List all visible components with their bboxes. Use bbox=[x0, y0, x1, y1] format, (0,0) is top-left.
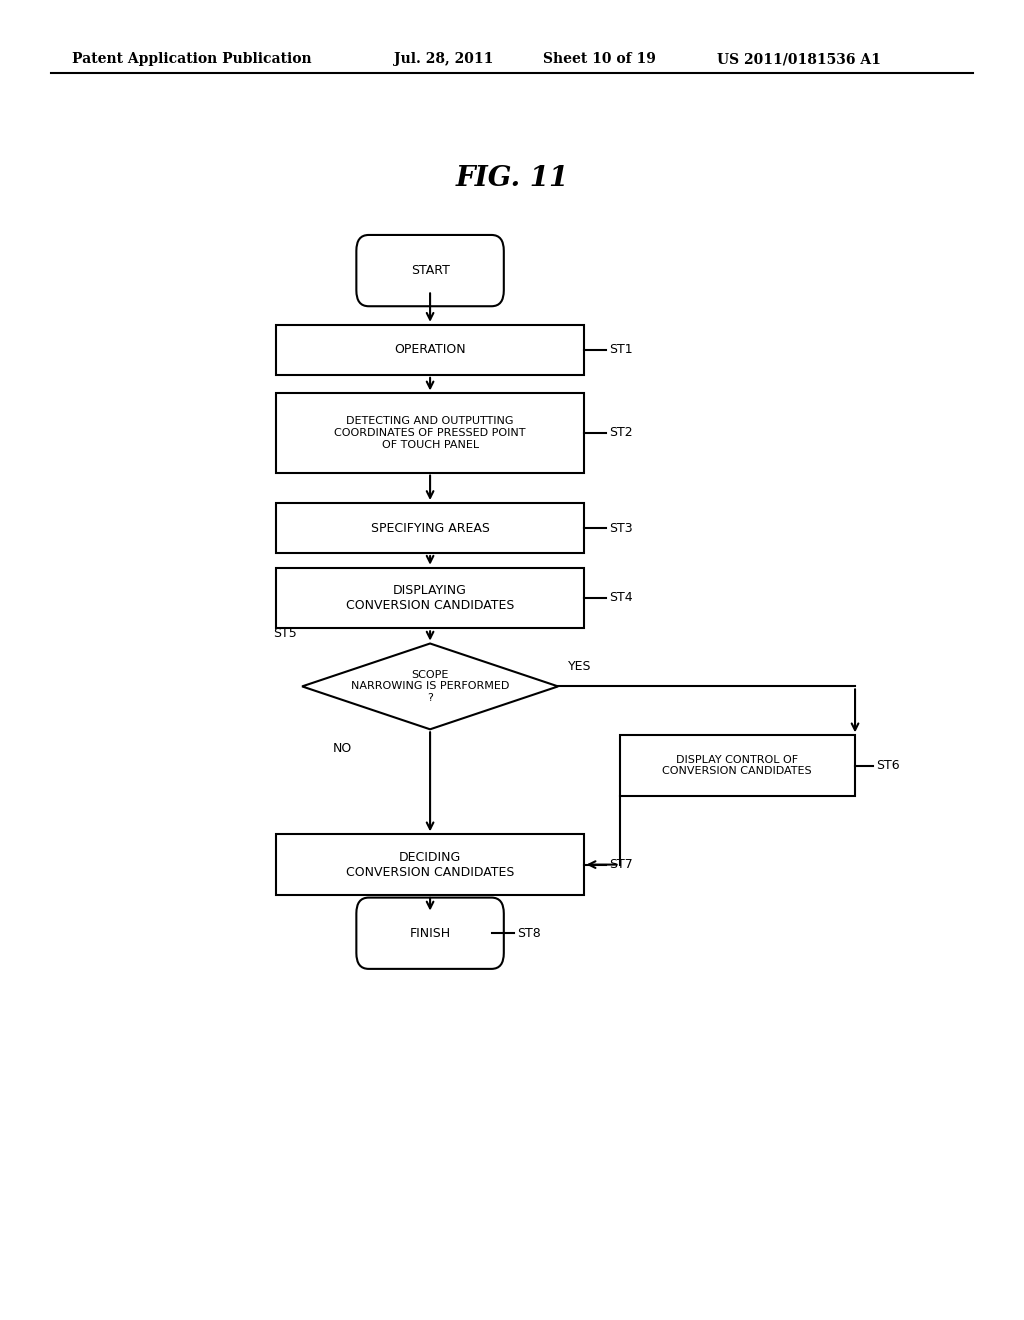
Text: ST6: ST6 bbox=[877, 759, 900, 772]
Text: US 2011/0181536 A1: US 2011/0181536 A1 bbox=[717, 53, 881, 66]
Bar bbox=[276, 325, 584, 375]
Text: SPECIFYING AREAS: SPECIFYING AREAS bbox=[371, 521, 489, 535]
FancyBboxPatch shape bbox=[356, 235, 504, 306]
Text: ST3: ST3 bbox=[609, 521, 633, 535]
Text: SCOPE
NARROWING IS PERFORMED
?: SCOPE NARROWING IS PERFORMED ? bbox=[351, 669, 509, 704]
Text: DISPLAY CONTROL OF
CONVERSION CANDIDATES: DISPLAY CONTROL OF CONVERSION CANDIDATES bbox=[663, 755, 812, 776]
Text: DETECTING AND OUTPUTTING
COORDINATES OF PRESSED POINT
OF TOUCH PANEL: DETECTING AND OUTPUTTING COORDINATES OF … bbox=[334, 416, 526, 450]
Text: START: START bbox=[411, 264, 450, 277]
Text: ST8: ST8 bbox=[517, 927, 541, 940]
Text: FIG. 11: FIG. 11 bbox=[456, 165, 568, 191]
Text: DISPLAYING
CONVERSION CANDIDATES: DISPLAYING CONVERSION CANDIDATES bbox=[346, 583, 514, 612]
Text: ST7: ST7 bbox=[609, 858, 633, 871]
Text: Jul. 28, 2011: Jul. 28, 2011 bbox=[394, 53, 494, 66]
Text: DECIDING
CONVERSION CANDIDATES: DECIDING CONVERSION CANDIDATES bbox=[346, 850, 514, 879]
Text: NO: NO bbox=[333, 742, 352, 755]
Text: Sheet 10 of 19: Sheet 10 of 19 bbox=[543, 53, 655, 66]
Text: OPERATION: OPERATION bbox=[394, 343, 466, 356]
Text: ST5: ST5 bbox=[273, 627, 297, 640]
Text: ST2: ST2 bbox=[609, 426, 633, 440]
Text: ST4: ST4 bbox=[609, 591, 633, 605]
FancyBboxPatch shape bbox=[356, 898, 504, 969]
Polygon shape bbox=[302, 644, 558, 729]
Bar bbox=[276, 393, 584, 473]
Text: ST1: ST1 bbox=[609, 343, 633, 356]
Bar bbox=[620, 735, 855, 796]
Bar bbox=[276, 503, 584, 553]
Text: YES: YES bbox=[568, 660, 592, 673]
Bar bbox=[276, 568, 584, 628]
Bar bbox=[276, 834, 584, 895]
Text: FINISH: FINISH bbox=[410, 927, 451, 940]
Text: Patent Application Publication: Patent Application Publication bbox=[72, 53, 311, 66]
